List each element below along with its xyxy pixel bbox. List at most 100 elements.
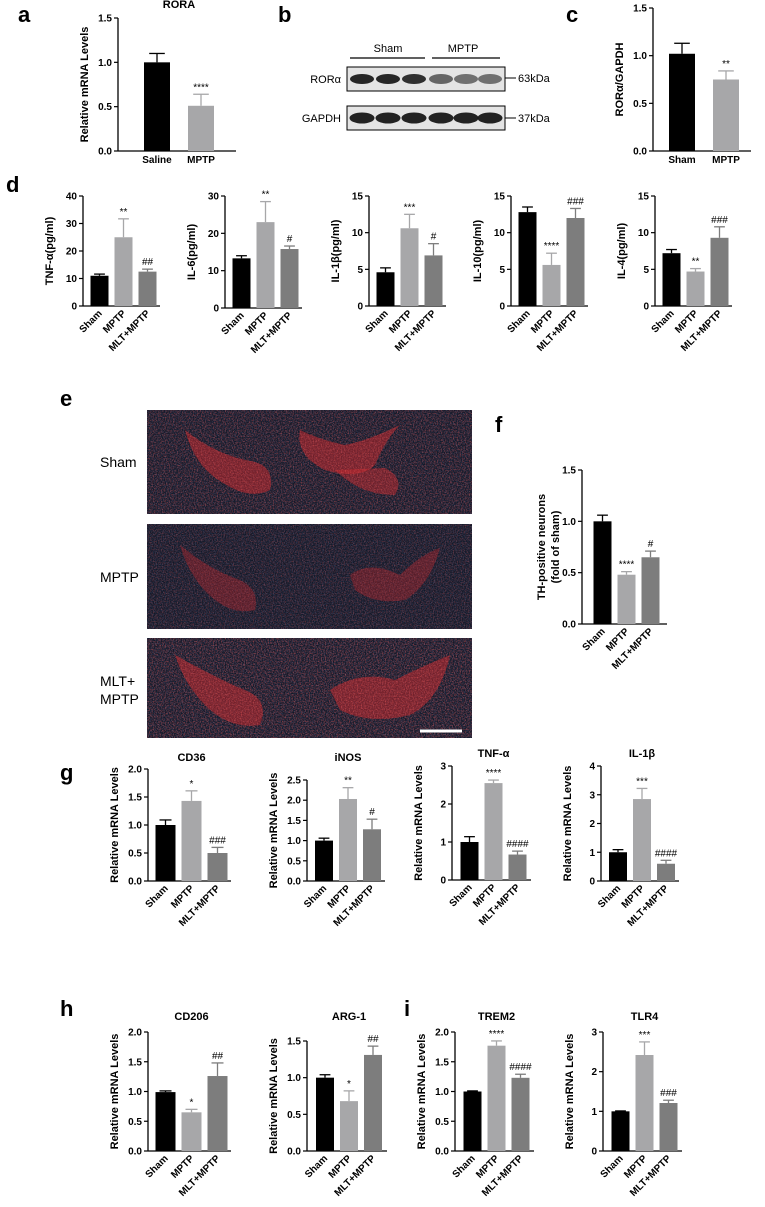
- chart-title: ARG-1: [332, 1011, 366, 1023]
- y-axis-label-line: IL-1β(pg/ml): [330, 219, 342, 282]
- x-category-label: Sham: [650, 308, 677, 335]
- significance-label: ###: [567, 196, 584, 207]
- y-tick-label: 0.5: [633, 99, 647, 110]
- panel-label-a: a: [18, 2, 31, 27]
- x-category-label: Sham: [581, 626, 608, 653]
- y-axis-label-line: IL-10(pg/ml): [472, 220, 484, 283]
- chart-title: CD36: [177, 752, 205, 764]
- significance-label: #: [431, 232, 437, 243]
- y-tick-label: 0: [71, 302, 77, 313]
- bar: [207, 853, 228, 881]
- y-tick-label: 4: [589, 762, 595, 773]
- bar: [340, 1101, 358, 1151]
- y-tick-label: 1.5: [98, 14, 112, 25]
- blot-band-rora: [478, 74, 502, 84]
- chart-title: iNOS: [335, 752, 362, 764]
- y-tick-label: 2.0: [128, 1028, 142, 1039]
- bar: [181, 1112, 202, 1151]
- y-axis-label: IL-4(pg/ml): [616, 223, 628, 280]
- bar: [633, 799, 651, 881]
- significance-label: #: [648, 539, 654, 550]
- y-tick-label: 0.5: [562, 568, 576, 579]
- chart-title: CD206: [174, 1011, 208, 1023]
- y-axis-label-line: Relative mRNA Levels: [268, 773, 280, 889]
- y-tick-label: 0: [357, 302, 363, 313]
- bar: [364, 1054, 382, 1151]
- bar: [635, 1055, 654, 1151]
- image-mlt-mptp-signal: [147, 638, 472, 738]
- blot-band-rora: [402, 74, 426, 84]
- chart-g1: 0.0 0.5 1.0 1.5 2.0 Relative mRNA Levels CD36 S…: [109, 752, 231, 929]
- bar: [256, 222, 275, 308]
- image-row-label-sham: Sham: [100, 454, 137, 470]
- x-category-label: Sham: [451, 1153, 478, 1180]
- y-tick-label: 0.0: [562, 620, 576, 631]
- y-axis-label-line: (fold of sham): [550, 510, 562, 583]
- y-tick-label: 10: [208, 266, 220, 277]
- significance-label: #: [369, 807, 375, 818]
- y-axis-label: TH-positive neurons (fold of sham): [536, 494, 562, 600]
- significance-label: ****: [489, 1029, 505, 1040]
- y-axis-label-line: TNF-α(pg/ml): [44, 216, 56, 285]
- y-tick-label: 0.5: [98, 102, 112, 113]
- y-tick-label: 40: [66, 192, 78, 203]
- y-tick-label: 0.0: [435, 1147, 449, 1158]
- significance-label: ***: [404, 202, 416, 213]
- significance-label: **: [722, 59, 730, 70]
- y-axis-label: TNF-α(pg/ml): [44, 216, 56, 285]
- significance-label: *: [190, 779, 194, 790]
- y-tick-label: 15: [494, 192, 506, 203]
- significance-label: ###: [711, 215, 728, 226]
- y-tick-label: 1.5: [287, 816, 301, 827]
- chart-a: 0.0 0.5 1.0 1.5 Relative mRNA Levels RORA Sali…: [79, 0, 236, 166]
- bar: [400, 228, 419, 306]
- blot-row-label-gapdh: GAPDH: [302, 113, 341, 125]
- y-axis-label: IL-10(pg/ml): [472, 220, 484, 283]
- blot-band-gapdh: [428, 112, 454, 124]
- y-tick-label: 15: [352, 192, 364, 203]
- significance-label: ##: [367, 1034, 379, 1045]
- y-tick-label: 2.0: [128, 765, 142, 776]
- blot-band-rora: [376, 74, 400, 84]
- x-category-label: Sham: [506, 308, 533, 335]
- y-tick-label: 2.5: [287, 776, 301, 787]
- y-axis-label: Relative mRNA Levels: [564, 1034, 576, 1150]
- fluorescence-image-panel: Sham MPTP MLT+ MPTP: [100, 410, 472, 738]
- panel-label-e: e: [60, 386, 72, 411]
- bar: [617, 574, 636, 624]
- y-tick-label: 1.5: [562, 466, 576, 477]
- significance-label: **: [262, 190, 270, 201]
- significance-label: ###: [209, 835, 226, 846]
- y-axis-label: Relative mRNA Levels: [562, 766, 574, 882]
- y-tick-label: 3: [591, 1028, 597, 1039]
- image-row-label-mptp: MPTP: [100, 569, 139, 585]
- y-tick-label: 0: [643, 302, 649, 313]
- x-category-label: Saline: [142, 155, 172, 166]
- x-category-label: Sham: [364, 308, 391, 335]
- significance-label: *: [347, 1079, 351, 1090]
- blot-band-rora: [454, 74, 478, 84]
- y-tick-label: 20: [66, 247, 78, 258]
- bar: [508, 854, 527, 880]
- bar: [207, 1076, 228, 1151]
- y-axis-label-line: Relative mRNA Levels: [413, 765, 425, 881]
- significance-label: *: [190, 1097, 194, 1108]
- chart-f: 0.0 0.5 1.0 1.5 TH-positive neurons (fold of …: [536, 466, 667, 672]
- y-axis-label-line: Relative mRNA Levels: [416, 1034, 428, 1150]
- bar: [232, 258, 251, 308]
- y-axis-label: Relative mRNA Levels: [413, 765, 425, 881]
- y-axis-label-line: Relative mRNA Levels: [564, 1034, 576, 1150]
- blot-group-label-mptp: MPTP: [448, 43, 479, 55]
- bar: [460, 842, 479, 880]
- blot-size-marker-37kda: 37kDa: [518, 113, 551, 125]
- significance-label: ##: [142, 257, 154, 268]
- x-category-label: Sham: [144, 1153, 171, 1180]
- y-axis-label-line: Relative mRNA Levels: [109, 767, 121, 883]
- significance-label: ###: [660, 1088, 677, 1099]
- bar: [487, 1045, 506, 1151]
- chart-title: TREM2: [478, 1011, 515, 1023]
- bar: [280, 249, 299, 308]
